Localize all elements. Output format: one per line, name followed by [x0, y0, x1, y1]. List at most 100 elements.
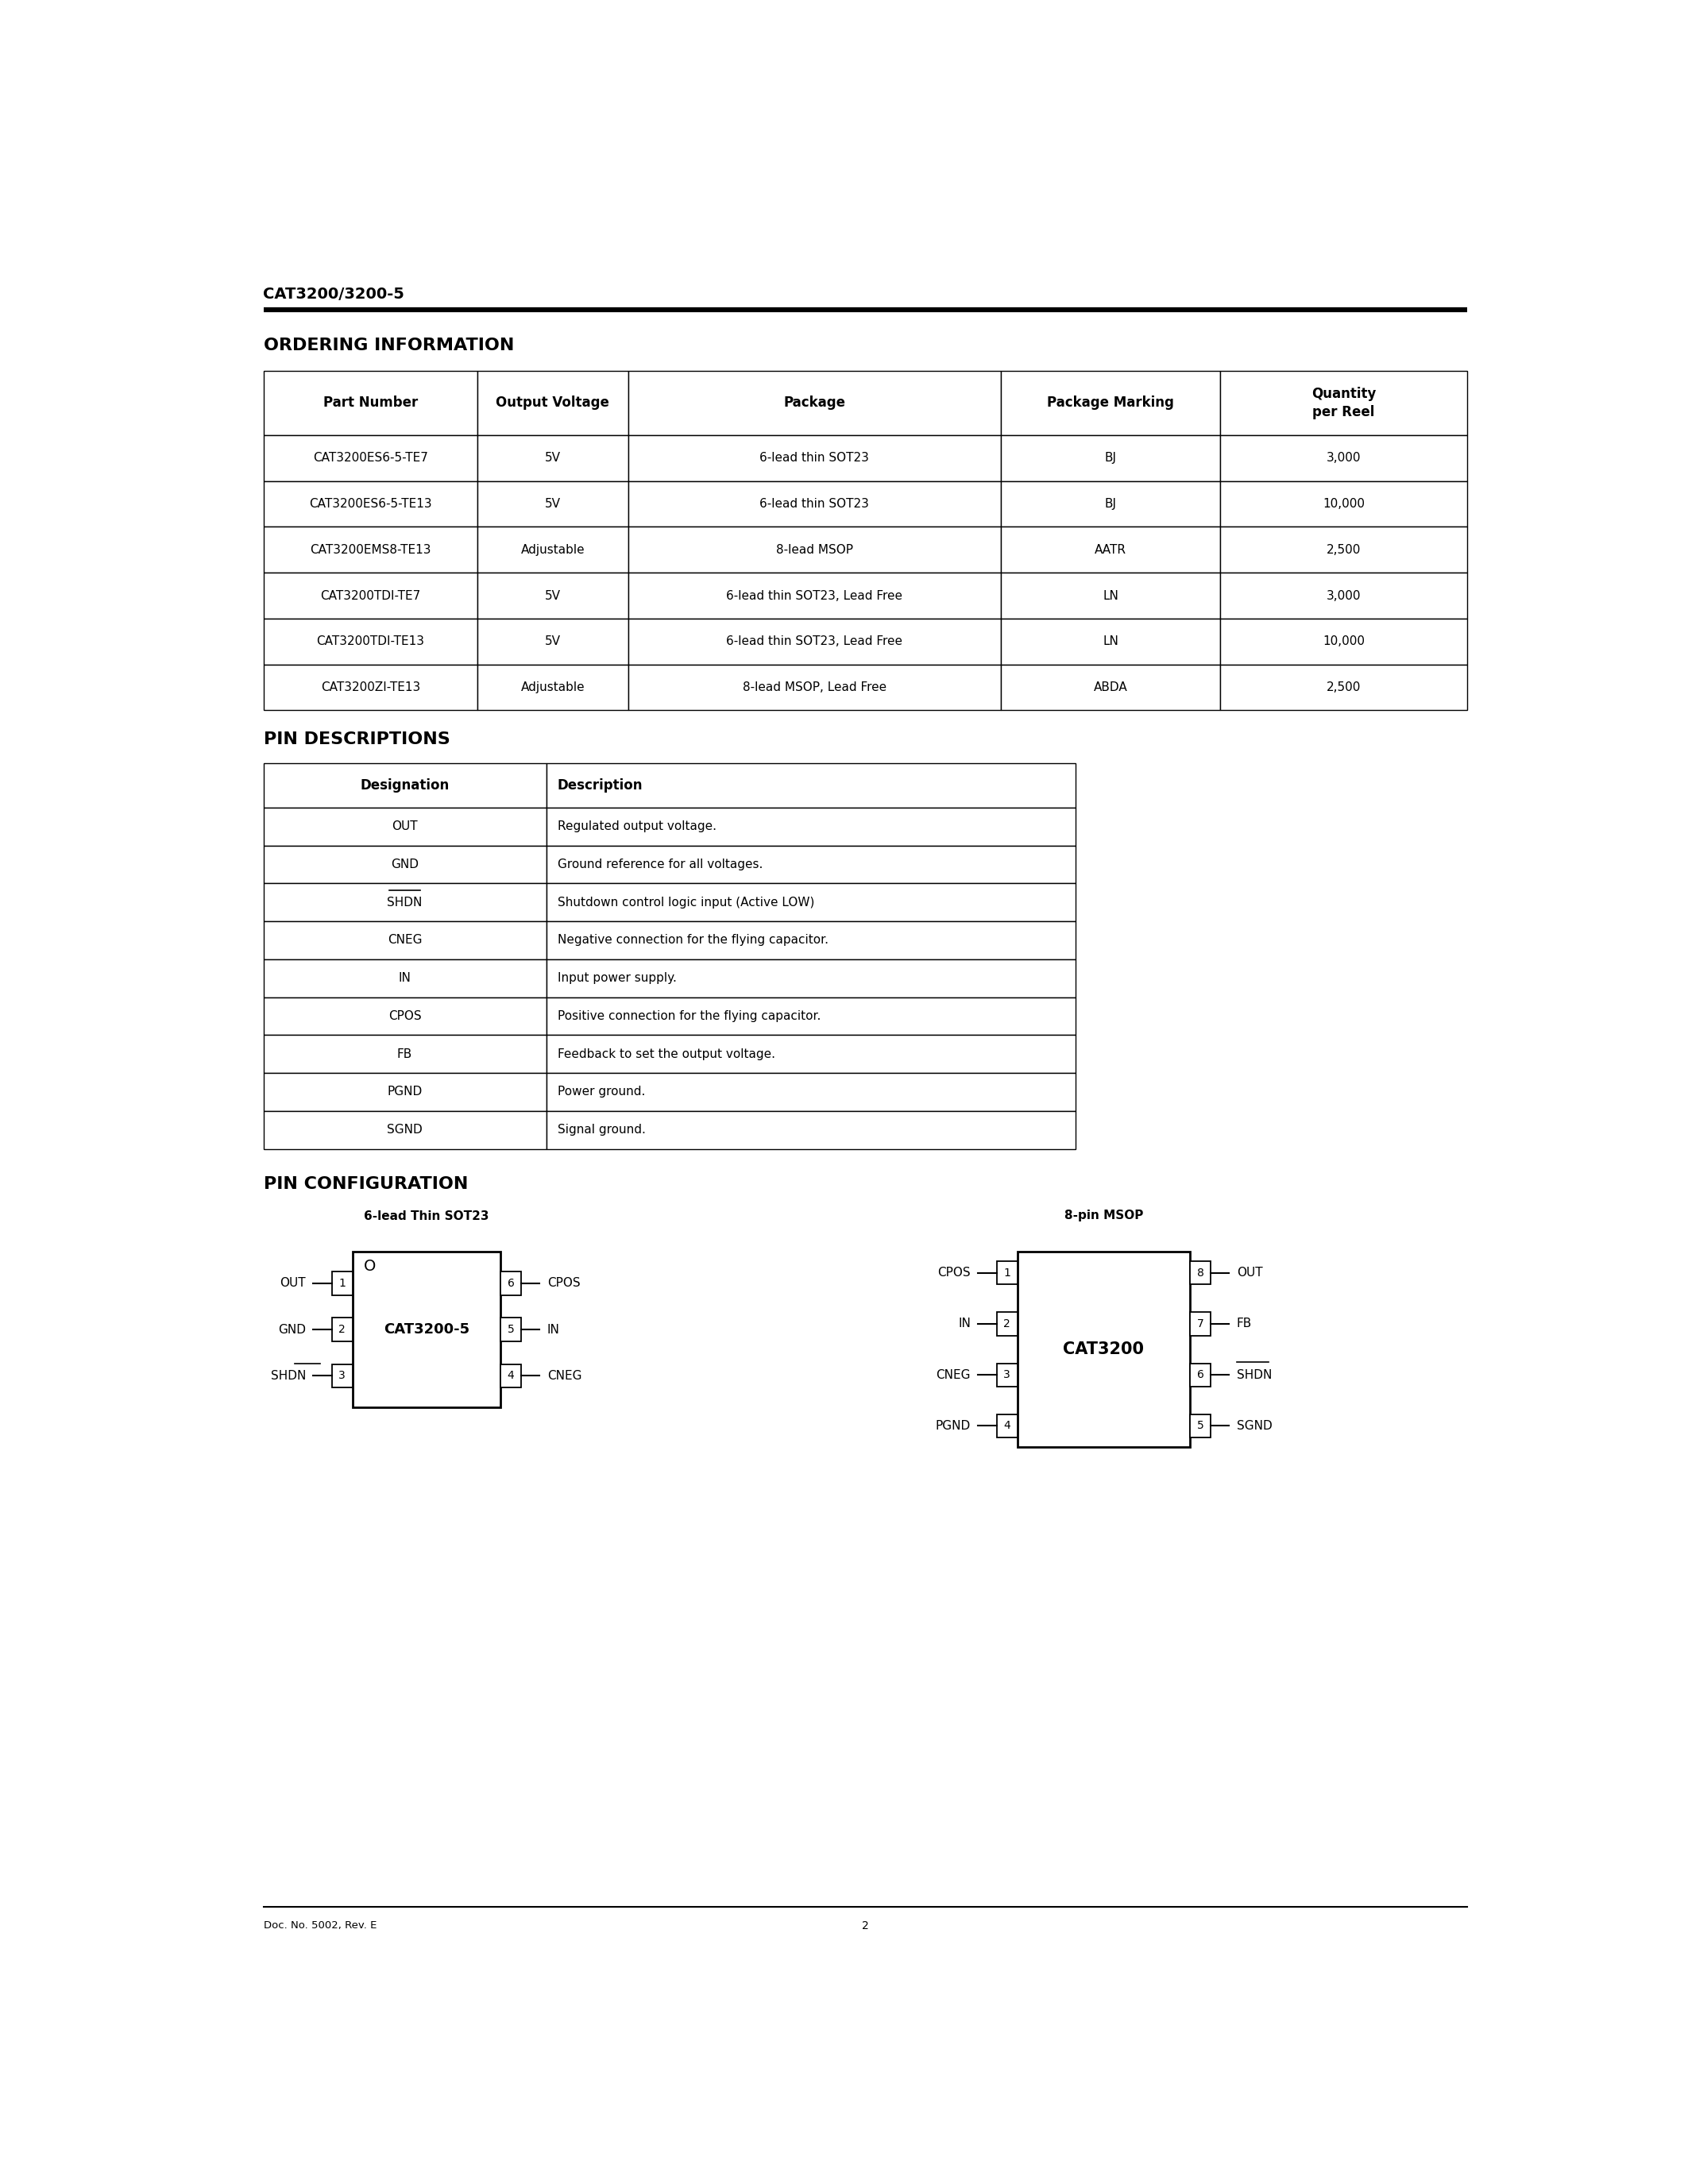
Bar	[1220, 664, 1467, 710]
Text: 8-pin MSOP: 8-pin MSOP	[1063, 1210, 1143, 1221]
Bar	[628, 371, 1001, 435]
Text: Adjustable: Adjustable	[522, 681, 584, 692]
Text: 6: 6	[508, 1278, 515, 1289]
Text: 6-lead thin SOT23: 6-lead thin SOT23	[760, 452, 869, 463]
Bar	[547, 1112, 1075, 1149]
Text: Feedback to set the output voltage.: Feedback to set the output voltage.	[557, 1048, 775, 1059]
Bar	[547, 764, 1075, 808]
Bar	[353, 1251, 500, 1406]
Text: 5: 5	[1197, 1420, 1204, 1431]
Text: CAT3200/3200-5: CAT3200/3200-5	[263, 286, 405, 301]
Text: 6: 6	[1197, 1369, 1204, 1380]
Text: BJ: BJ	[1104, 452, 1116, 463]
Text: 7: 7	[1197, 1319, 1204, 1330]
Text: CNEG: CNEG	[937, 1369, 971, 1380]
Text: 6-lead thin SOT23, Lead Free: 6-lead thin SOT23, Lead Free	[726, 590, 903, 601]
Bar	[628, 435, 1001, 480]
Bar	[263, 922, 547, 959]
Bar	[1018, 1251, 1190, 1448]
Text: SHDN: SHDN	[387, 895, 422, 909]
Text: IN: IN	[398, 972, 412, 985]
Text: 5V: 5V	[545, 636, 560, 646]
Text: 5: 5	[508, 1324, 515, 1334]
Bar	[1190, 1415, 1210, 1437]
Text: CAT3200: CAT3200	[1063, 1341, 1144, 1356]
Text: 2: 2	[861, 1920, 869, 1931]
Text: Adjustable: Adjustable	[522, 544, 584, 555]
Text: CAT3200TDI-TE13: CAT3200TDI-TE13	[316, 636, 424, 646]
Text: CNEG: CNEG	[388, 935, 422, 946]
Bar	[478, 480, 628, 526]
Bar	[547, 845, 1075, 882]
Text: 4: 4	[508, 1369, 515, 1380]
Text: IN: IN	[547, 1324, 560, 1334]
Bar	[263, 618, 478, 664]
Text: Negative connection for the flying capacitor.: Negative connection for the flying capac…	[557, 935, 829, 946]
Text: SGND: SGND	[387, 1125, 422, 1136]
Text: PGND: PGND	[387, 1085, 422, 1099]
Text: 4: 4	[1004, 1420, 1011, 1431]
Text: CAT3200EMS8-TE13: CAT3200EMS8-TE13	[311, 544, 430, 555]
Text: CAT3200-5: CAT3200-5	[383, 1321, 469, 1337]
Bar	[628, 618, 1001, 664]
Text: 8-lead MSOP, Lead Free: 8-lead MSOP, Lead Free	[743, 681, 886, 692]
Text: 3,000: 3,000	[1327, 452, 1361, 463]
Text: Output Voltage: Output Voltage	[496, 395, 609, 411]
Text: CPOS: CPOS	[388, 1011, 422, 1022]
Bar	[547, 1035, 1075, 1072]
Bar	[1001, 618, 1220, 664]
Text: FB: FB	[1237, 1317, 1252, 1330]
Bar	[1220, 572, 1467, 618]
Bar	[263, 371, 478, 435]
Text: O: O	[363, 1258, 376, 1273]
Text: PGND: PGND	[935, 1420, 971, 1433]
Bar	[1220, 435, 1467, 480]
Bar	[1001, 480, 1220, 526]
Text: 1: 1	[1003, 1267, 1011, 1278]
Bar	[1220, 618, 1467, 664]
Bar	[263, 998, 547, 1035]
Text: 6-lead Thin SOT23: 6-lead Thin SOT23	[365, 1210, 490, 1221]
Bar	[628, 526, 1001, 572]
Bar	[547, 959, 1075, 998]
Text: 1: 1	[339, 1278, 346, 1289]
Text: Part Number: Part Number	[322, 395, 419, 411]
Text: 3: 3	[1004, 1369, 1011, 1380]
Bar	[263, 764, 547, 808]
Text: 6-lead thin SOT23, Lead Free: 6-lead thin SOT23, Lead Free	[726, 636, 903, 646]
Bar	[996, 1415, 1018, 1437]
Bar	[478, 371, 628, 435]
Text: ABDA: ABDA	[1094, 681, 1128, 692]
Text: 2: 2	[1004, 1319, 1011, 1330]
Bar	[263, 526, 478, 572]
Text: SHDN: SHDN	[1237, 1369, 1271, 1380]
Text: Shutdown control logic input (Active LOW): Shutdown control logic input (Active LOW…	[557, 895, 814, 909]
Text: 2,500: 2,500	[1327, 681, 1361, 692]
Text: Input power supply.: Input power supply.	[557, 972, 677, 985]
Bar	[628, 664, 1001, 710]
Text: Package Marking: Package Marking	[1047, 395, 1175, 411]
Bar	[1220, 480, 1467, 526]
Bar	[500, 1317, 522, 1341]
Bar	[547, 808, 1075, 845]
Bar	[547, 882, 1075, 922]
Text: Ground reference for all voltages.: Ground reference for all voltages.	[557, 858, 763, 871]
Text: OUT: OUT	[1237, 1267, 1263, 1280]
Text: Quantity
per Reel: Quantity per Reel	[1312, 387, 1376, 419]
Bar	[478, 435, 628, 480]
Bar	[263, 1035, 547, 1072]
Bar	[331, 1271, 353, 1295]
Bar	[1001, 526, 1220, 572]
Bar	[1190, 1313, 1210, 1334]
Text: 5V: 5V	[545, 452, 560, 463]
Bar	[263, 882, 547, 922]
Bar	[500, 1365, 522, 1387]
Text: Power ground.: Power ground.	[557, 1085, 645, 1099]
Bar	[547, 922, 1075, 959]
Bar	[628, 480, 1001, 526]
Text: CAT3200ES6-5-TE13: CAT3200ES6-5-TE13	[309, 498, 432, 509]
Bar	[263, 959, 547, 998]
Text: Description: Description	[557, 778, 643, 793]
Text: SHDN: SHDN	[270, 1369, 306, 1382]
Bar	[500, 1271, 522, 1295]
